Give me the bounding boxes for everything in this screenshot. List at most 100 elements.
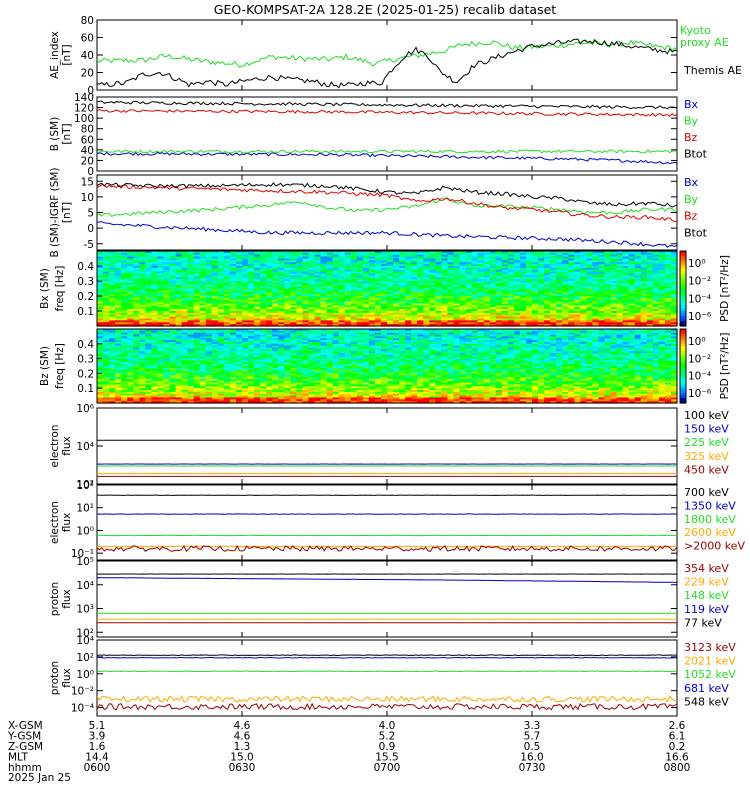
heatmap-cell (175, 273, 183, 276)
heatmap-cell (622, 271, 630, 275)
heatmap-cell (471, 284, 479, 288)
heatmap-cell (610, 281, 618, 284)
heatmap-cell (139, 332, 146, 336)
heatmap-cell (205, 251, 213, 254)
heatmap-cell (199, 256, 207, 260)
heatmap-cell (640, 322, 648, 325)
heatmap-cell (477, 258, 485, 261)
heatmap-cell (598, 336, 606, 339)
heatmap-cell (429, 312, 436, 316)
heatmap-cell (97, 275, 104, 278)
heatmap-cell (217, 303, 225, 306)
heatmap-cell (447, 275, 455, 278)
heatmap-cell (320, 294, 328, 297)
heatmap-cell (616, 286, 624, 290)
heatmap-cell (477, 312, 485, 316)
heatmap-cell (429, 251, 436, 254)
heatmap-cell (139, 301, 146, 305)
heatmap-cell (115, 341, 122, 345)
heatmap-cell (592, 286, 600, 290)
heatmap-cell (441, 314, 449, 318)
heatmap-cell (489, 329, 497, 332)
heatmap-cell (235, 290, 243, 293)
heatmap-cell (628, 292, 636, 295)
heatmap-cell (109, 330, 116, 334)
heatmap-cell (199, 303, 207, 306)
heatmap-cell (235, 336, 243, 339)
heatmap-cell (387, 271, 394, 275)
heatmap-cell (97, 273, 104, 276)
heatmap-cell (248, 320, 255, 323)
heatmap-cell (417, 258, 424, 261)
heatmap-cell (278, 267, 285, 271)
heatmap-cell (175, 334, 183, 337)
heatmap-cell (223, 258, 231, 261)
heatmap-cell (374, 290, 382, 293)
heatmap-cell (175, 282, 183, 286)
heatmap-cell (562, 322, 569, 325)
heatmap-cell (616, 266, 624, 269)
heatmap-cell (610, 286, 618, 290)
heatmap-cell (592, 301, 600, 305)
heatmap-cell (574, 282, 581, 286)
heatmap-cell (266, 264, 273, 267)
heatmap-cell (598, 311, 606, 314)
heatmap-cell (393, 334, 400, 337)
heatmap-cell (380, 334, 388, 337)
heatmap-cell (447, 282, 455, 286)
heatmap-cell (634, 312, 642, 316)
heatmap-cell (670, 284, 678, 288)
heatmap-cell (501, 299, 509, 303)
heatmap-cell (441, 284, 449, 288)
heatmap-cell (592, 329, 600, 332)
heatmap-cell (260, 251, 267, 254)
heatmap-cell (187, 299, 195, 303)
heatmap-cell (399, 256, 406, 260)
heatmap-cell (181, 329, 189, 332)
heatmap-cell (477, 264, 485, 267)
heatmap-cell (254, 252, 261, 256)
heatmap-cell (235, 269, 243, 273)
heatmap-cell (302, 271, 310, 275)
heatmap-cell (532, 297, 539, 301)
heatmap-cell (574, 341, 581, 345)
heatmap-cell (278, 330, 285, 334)
heatmap-cell (441, 277, 449, 280)
heatmap-cell (604, 252, 612, 256)
heatmap-cell (580, 279, 587, 282)
heatmap-cell (169, 311, 177, 314)
heatmap-cell (640, 275, 648, 278)
heatmap-cell (260, 279, 267, 282)
heatmap-cell (447, 329, 455, 332)
y-tick-label: 120 (74, 103, 94, 115)
heatmap-cell (350, 269, 358, 273)
heatmap-cell (290, 307, 297, 310)
heatmap-cell (205, 269, 213, 273)
heatmap-cell (592, 258, 600, 261)
heatmap-cell (284, 294, 291, 297)
heatmap-cell (465, 266, 473, 269)
heatmap-cell (332, 262, 340, 265)
heatmap-cell (586, 281, 594, 284)
heatmap-cell (181, 256, 189, 260)
heatmap-cell (616, 279, 624, 282)
heatmap-cell (296, 330, 304, 334)
heatmap-cell (248, 288, 255, 291)
heatmap-cell (580, 260, 587, 263)
heatmap-cell (163, 322, 171, 325)
heatmap-cell (296, 316, 304, 320)
heatmap-cell (260, 292, 267, 295)
heatmap-cell (368, 260, 376, 263)
heatmap-cell (163, 279, 171, 282)
heatmap-cell (332, 320, 340, 323)
heatmap-cell (374, 251, 382, 254)
heatmap-cell (121, 316, 128, 320)
heatmap-cell (326, 288, 334, 291)
legend-entry: Btot (684, 226, 708, 239)
heatmap-cell (652, 252, 660, 256)
heatmap-cell (435, 267, 442, 271)
heatmap-cell (97, 251, 104, 254)
heatmap-cell (103, 294, 110, 297)
heatmap-cell (368, 312, 376, 316)
heatmap-cell (586, 288, 594, 291)
